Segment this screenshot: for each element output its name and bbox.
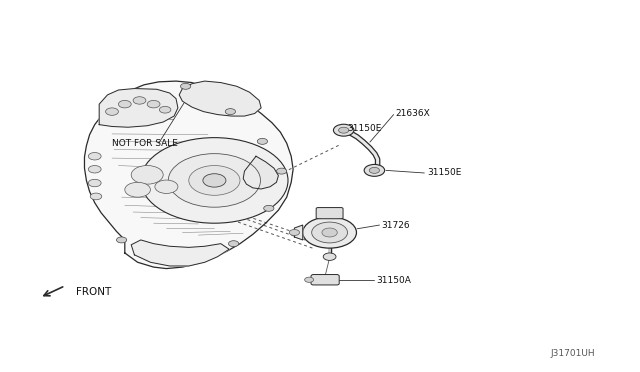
Polygon shape [84, 81, 293, 269]
Circle shape [125, 182, 150, 197]
Circle shape [147, 100, 160, 108]
Circle shape [289, 230, 300, 235]
Circle shape [155, 180, 178, 193]
Circle shape [90, 193, 102, 200]
Circle shape [322, 228, 337, 237]
Circle shape [168, 154, 260, 207]
Circle shape [364, 164, 385, 176]
Text: 31150E: 31150E [347, 124, 381, 133]
Circle shape [305, 277, 314, 282]
Circle shape [88, 179, 101, 187]
Polygon shape [243, 156, 278, 189]
Circle shape [118, 100, 131, 108]
Text: J31701UH: J31701UH [550, 349, 595, 358]
Polygon shape [294, 225, 303, 240]
Polygon shape [131, 240, 229, 266]
Circle shape [133, 97, 146, 104]
Circle shape [312, 222, 348, 243]
FancyBboxPatch shape [316, 208, 343, 219]
Text: NOT FOR SALE: NOT FOR SALE [112, 139, 178, 148]
Circle shape [189, 166, 240, 195]
Circle shape [88, 153, 101, 160]
Text: 31150E: 31150E [428, 169, 462, 177]
Circle shape [106, 108, 118, 115]
Text: 31726: 31726 [381, 221, 410, 230]
Polygon shape [99, 89, 178, 127]
Circle shape [203, 174, 226, 187]
Circle shape [180, 83, 191, 89]
Circle shape [159, 106, 171, 113]
Circle shape [264, 205, 274, 211]
Circle shape [116, 237, 127, 243]
Text: FRONT: FRONT [76, 287, 111, 297]
Circle shape [276, 168, 287, 174]
FancyBboxPatch shape [311, 275, 339, 285]
Circle shape [88, 166, 101, 173]
Circle shape [228, 241, 239, 247]
Circle shape [141, 138, 288, 223]
Circle shape [369, 167, 380, 173]
Text: 31150A: 31150A [376, 276, 411, 285]
Polygon shape [179, 81, 261, 116]
Circle shape [257, 138, 268, 144]
Circle shape [339, 127, 349, 133]
Circle shape [225, 109, 236, 115]
Circle shape [333, 124, 354, 136]
Circle shape [323, 253, 336, 260]
Circle shape [303, 217, 356, 248]
Text: 21636X: 21636X [396, 109, 430, 118]
Circle shape [131, 166, 163, 184]
